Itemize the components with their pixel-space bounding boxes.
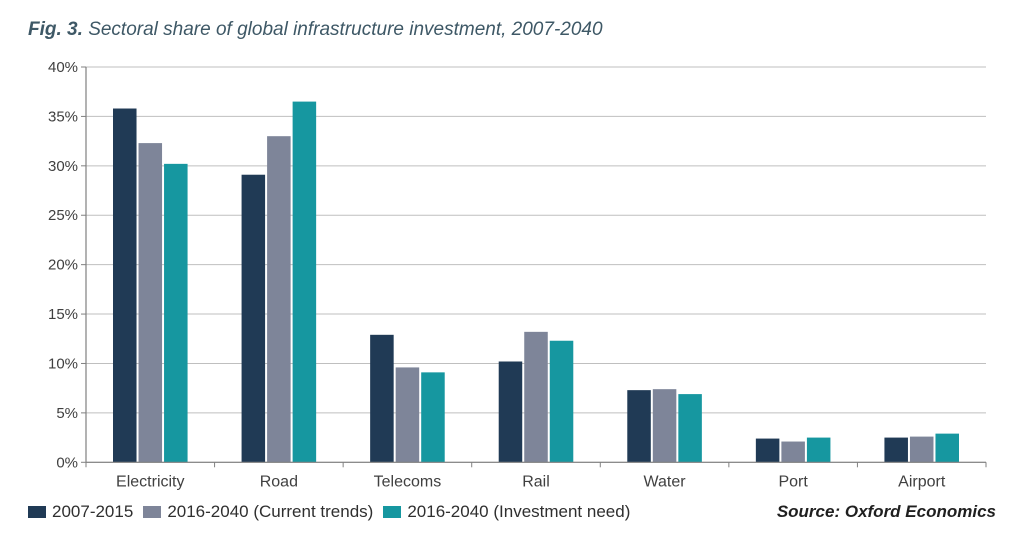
legend-label: 2016-2040 (Current trends) xyxy=(167,502,373,522)
bar xyxy=(164,164,188,462)
y-tick-label: 35% xyxy=(48,108,78,125)
legend-swatch xyxy=(383,506,401,518)
page-root: Fig. 3. Sectoral share of global infrast… xyxy=(0,0,1024,534)
category-label: Water xyxy=(644,473,687,490)
bar xyxy=(524,332,548,462)
bar xyxy=(396,367,420,462)
bar xyxy=(756,438,780,462)
bar xyxy=(242,174,266,462)
bar xyxy=(910,436,934,462)
y-tick-label: 25% xyxy=(48,207,78,224)
y-tick-label: 20% xyxy=(48,256,78,273)
y-tick-label: 10% xyxy=(48,355,78,372)
bar xyxy=(293,101,317,462)
bar xyxy=(139,143,163,462)
legend-item: 2007-2015 xyxy=(28,502,133,522)
legend-label: 2007-2015 xyxy=(52,502,133,522)
bar xyxy=(550,340,574,462)
bar xyxy=(781,441,805,462)
figure-title: Fig. 3. Sectoral share of global infrast… xyxy=(28,18,996,43)
category-label: Road xyxy=(260,473,298,490)
chart-area: 0% 5% 10% 15% 20% 25% 30% 35% 40% Electricity Road… xyxy=(28,57,996,496)
bar xyxy=(884,437,908,462)
category-label: Port xyxy=(778,473,808,490)
y-tick-label: 0% xyxy=(56,454,78,471)
legend-swatch xyxy=(143,506,161,518)
y-tick-label: 5% xyxy=(56,405,78,422)
legend-swatch xyxy=(28,506,46,518)
bar-chart-svg: 0% 5% 10% 15% 20% 25% 30% 35% 40% Electricity Road… xyxy=(28,57,996,496)
figure-title-text: Sectoral share of global infrastructure … xyxy=(88,19,602,40)
bar xyxy=(935,433,959,462)
bar xyxy=(370,334,394,461)
bar xyxy=(499,361,523,462)
footer-row: 2007-2015 2016-2040 (Current trends) 201… xyxy=(28,502,996,522)
bar xyxy=(678,394,702,462)
source-text: Source: Oxford Economics xyxy=(777,502,996,522)
legend-item: 2016-2040 (Investment need) xyxy=(383,502,630,522)
bar xyxy=(267,136,291,462)
bar xyxy=(627,390,651,462)
bar xyxy=(653,389,677,462)
y-tick-label: 15% xyxy=(48,306,78,323)
y-tick-label: 40% xyxy=(48,59,78,76)
category-label: Rail xyxy=(522,473,550,490)
y-tick-label: 30% xyxy=(48,158,78,175)
bar xyxy=(807,437,831,462)
legend: 2007-2015 2016-2040 (Current trends) 201… xyxy=(28,502,630,522)
legend-item: 2016-2040 (Current trends) xyxy=(143,502,373,522)
category-label: Electricity xyxy=(116,473,184,490)
bar xyxy=(113,108,137,462)
category-label: Telecoms xyxy=(374,473,442,490)
figure-label: Fig. 3. xyxy=(28,19,83,40)
legend-label: 2016-2040 (Investment need) xyxy=(407,502,630,522)
category-label: Airport xyxy=(898,473,946,490)
bar xyxy=(421,372,445,462)
